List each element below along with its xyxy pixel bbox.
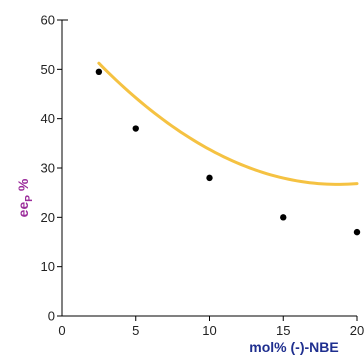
y-tick-label: 40 (41, 111, 55, 126)
y-axis-label-main: ee (15, 202, 31, 218)
fit-curve (97, 61, 359, 186)
y-axis-label-suffix: % (15, 178, 31, 191)
y-tick-label: 20 (41, 210, 55, 225)
x-tick-label: 5 (132, 323, 139, 338)
y-tick-label: 60 (41, 13, 55, 28)
x-tick-label: 0 (58, 323, 65, 338)
x-ticks: 0 5 10 15 20 (58, 316, 364, 338)
data-points (95, 68, 361, 236)
data-point (353, 228, 361, 236)
y-axis-label-subscript: P (24, 195, 35, 202)
data-point (95, 68, 103, 76)
y-axis-label: eeP% (15, 178, 35, 217)
data-point (206, 174, 213, 182)
y-tick-label: 50 (41, 62, 55, 77)
x-tick-label: 10 (202, 323, 216, 338)
y-tick-label: 10 (41, 259, 55, 274)
y-ticks: 0 10 20 30 40 50 60 (41, 13, 62, 324)
y-tick-label: 30 (41, 161, 55, 176)
data-point (280, 214, 287, 221)
x-tick-label: 15 (276, 323, 290, 338)
y-tick-label: 0 (48, 309, 55, 324)
axes (61, 19, 357, 317)
x-axis-label: mol% (-)-NBE (249, 339, 338, 355)
data-point (132, 125, 139, 132)
x-tick-label: 20 (350, 323, 364, 338)
